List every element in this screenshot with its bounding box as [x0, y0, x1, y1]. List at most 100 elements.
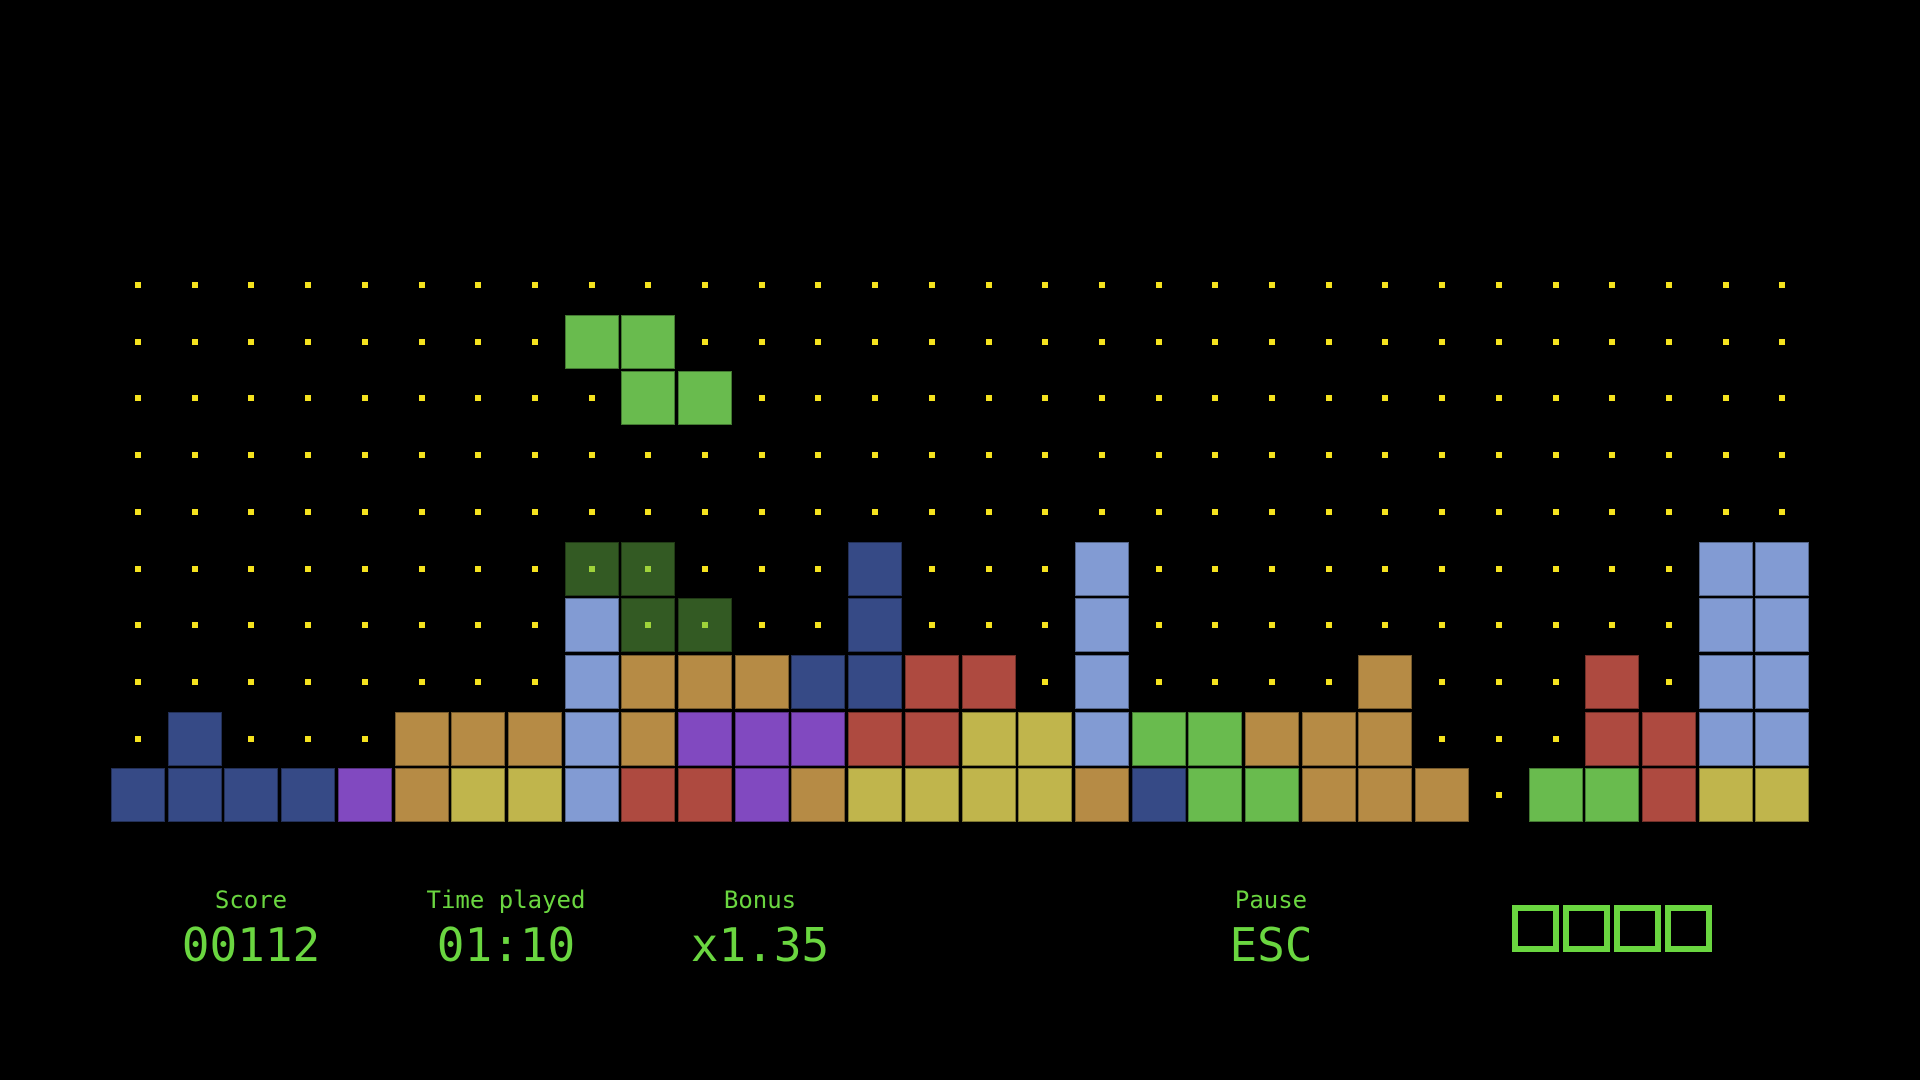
empty-slot-icon [1512, 905, 1559, 952]
empty-cell-dot [1665, 338, 1672, 345]
empty-cell-dot [1155, 622, 1162, 629]
empty-cell-dot [1779, 508, 1786, 515]
empty-cell-dot [1722, 508, 1729, 515]
empty-cell-dot [1042, 452, 1049, 459]
locked-block [224, 768, 279, 823]
empty-cell-dot [1325, 452, 1332, 459]
empty-slot-icon [1614, 905, 1661, 952]
active-piece-block [1528, 768, 1583, 823]
empty-cell-dot [588, 508, 595, 515]
empty-cell-dot [361, 395, 368, 402]
empty-cell-dot [1212, 622, 1219, 629]
empty-cell-dot [1665, 565, 1672, 572]
empty-cell-dot [531, 622, 538, 629]
empty-cell-dot [1665, 622, 1672, 629]
empty-cell-dot [702, 508, 708, 515]
locked-block [678, 654, 732, 709]
empty-cell-dot [1269, 282, 1275, 288]
empty-cell-dot [531, 338, 538, 345]
empty-cell-dot [531, 508, 538, 515]
empty-cell-dot [872, 395, 879, 402]
empty-cell-dot [1439, 282, 1446, 288]
empty-cell-dot [1552, 338, 1559, 345]
empty-cell-dot [361, 282, 368, 288]
locked-block [1074, 598, 1129, 653]
locked-block [394, 711, 449, 766]
empty-cell-dot [418, 678, 425, 685]
empty-cell-dot [531, 678, 538, 685]
empty-cell-dot [361, 622, 368, 629]
empty-cell-dot [418, 338, 425, 345]
locked-block [1301, 768, 1356, 823]
locked-block [337, 768, 392, 823]
ghost-dot [645, 565, 652, 572]
pause-label: Pause [1234, 886, 1308, 914]
empty-cell-dot [1665, 508, 1672, 515]
empty-cell-dot [1325, 395, 1332, 402]
locked-block [1358, 768, 1413, 823]
empty-cell-dot [815, 622, 822, 629]
empty-cell-dot [475, 622, 482, 629]
bonus-panel: Bonus x1.35 [630, 886, 890, 972]
empty-cell-dot [248, 508, 255, 515]
empty-cell-dot [248, 452, 255, 459]
empty-cell-dot [1382, 282, 1389, 288]
empty-cell-dot [1382, 452, 1389, 459]
empty-cell-dot [872, 282, 879, 288]
empty-cell-dot [1722, 395, 1729, 402]
empty-cell-dot [1212, 508, 1219, 515]
pause-key[interactable]: ESC [1229, 918, 1313, 972]
empty-cell-dot [1609, 282, 1616, 288]
empty-cell-dot [475, 338, 482, 345]
locked-block [394, 768, 449, 823]
locked-block [1358, 711, 1413, 766]
empty-cell-dot [1439, 508, 1446, 515]
empty-cell-dot [1325, 622, 1332, 629]
empty-cell-dot [418, 622, 425, 629]
empty-cell-dot [928, 452, 935, 459]
locked-block [961, 654, 1016, 709]
score-label: Score [214, 886, 288, 914]
empty-cell-dot [872, 508, 879, 515]
empty-cell-dot [1779, 395, 1786, 402]
empty-cell-dot [758, 452, 765, 459]
empty-cell-dot [1495, 735, 1502, 742]
locked-block [734, 711, 789, 766]
locked-block [848, 598, 903, 653]
empty-cell-dot [1382, 338, 1389, 345]
empty-cell-dot [475, 452, 482, 459]
empty-cell-dot [191, 622, 198, 629]
pause-panel[interactable]: Pause ESC [1141, 886, 1401, 972]
empty-cell-dot [702, 282, 708, 288]
empty-cell-dot [758, 282, 765, 288]
empty-cell-dot [758, 508, 765, 515]
empty-cell-dot [1212, 338, 1219, 345]
empty-cell-dot [1495, 395, 1502, 402]
locked-block [1755, 654, 1810, 709]
empty-cell-dot [248, 735, 255, 742]
empty-cell-dot [418, 395, 425, 402]
empty-cell-dot [985, 565, 992, 572]
empty-cell-dot [985, 622, 992, 629]
empty-cell-dot [1382, 508, 1389, 515]
empty-cell-dot [1552, 282, 1559, 288]
locked-block [507, 768, 562, 823]
empty-cell-dot [702, 338, 708, 345]
game-board [111, 282, 1810, 823]
active-piece-block [1245, 768, 1299, 823]
empty-cell-dot [985, 395, 992, 402]
empty-cell-dot [1269, 622, 1275, 629]
locked-block [848, 654, 903, 709]
empty-cell-dot [361, 678, 368, 685]
locked-block [791, 654, 846, 709]
empty-cell-dot [418, 452, 425, 459]
empty-cell-dot [1552, 508, 1559, 515]
empty-cell-dot [928, 622, 935, 629]
empty-cell-dot [1439, 395, 1446, 402]
empty-cell-dot [1098, 452, 1105, 459]
empty-cell-dot [1552, 395, 1559, 402]
locked-block [961, 711, 1016, 766]
empty-cell-dot [1042, 508, 1049, 515]
empty-cell-dot [872, 338, 879, 345]
empty-cell-dot [248, 282, 255, 288]
